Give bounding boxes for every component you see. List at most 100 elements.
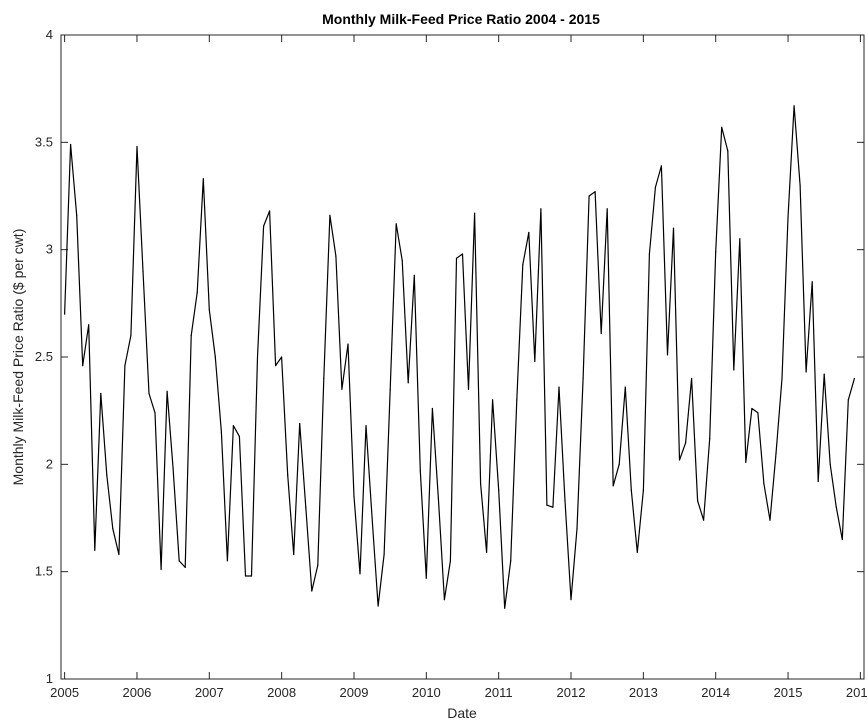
x-tick-label: 2005: [50, 685, 79, 700]
data-point: [244, 575, 247, 577]
data-point: [697, 500, 699, 502]
data-point: [395, 223, 397, 225]
data-point: [70, 143, 72, 146]
data-point: [437, 498, 439, 500]
data-point: [449, 560, 451, 562]
data-point: [425, 577, 427, 579]
y-tick-label: 2.5: [35, 349, 53, 364]
data-point: [226, 560, 228, 562]
x-tick-label: 2012: [557, 685, 586, 700]
data-point: [359, 573, 361, 575]
data-point: [606, 208, 608, 210]
data-point: [160, 568, 162, 571]
data-point: [232, 425, 234, 427]
y-tick-label: 3.5: [35, 134, 53, 149]
data-point: [805, 371, 807, 373]
data-point: [516, 399, 518, 401]
y-axis-title: Monthly Milk-Feed Price Ratio ($ per cwt…: [10, 229, 26, 486]
x-tick-label: 2007: [195, 685, 224, 700]
data-point: [341, 388, 343, 390]
data-point: [498, 489, 500, 491]
data-point: [184, 566, 186, 569]
data-point: [293, 553, 295, 556]
data-point: [817, 480, 819, 483]
data-point: [727, 150, 729, 152]
data-point: [793, 105, 795, 107]
data-point: [594, 191, 596, 193]
x-tick-label: 2006: [122, 685, 151, 700]
data-point: [534, 360, 536, 362]
data-point: [703, 519, 705, 521]
data-point: [250, 575, 253, 577]
data-point: [269, 210, 271, 212]
data-point: [564, 500, 566, 502]
data-point: [745, 461, 747, 463]
data-point: [685, 442, 687, 444]
data-point: [672, 227, 675, 229]
series-line: [64, 105, 855, 609]
data-point: [775, 453, 777, 455]
data-point: [486, 551, 488, 553]
x-axis-title: Date: [447, 705, 477, 721]
data-point: [275, 365, 277, 367]
data-point: [172, 468, 174, 470]
data-point: [335, 255, 337, 257]
data-point: [467, 388, 470, 390]
data-point: [142, 270, 144, 272]
data-point: [299, 422, 301, 425]
data-point: [94, 549, 96, 551]
data-point: [576, 528, 578, 530]
data-point: [811, 281, 813, 283]
data-point: [769, 519, 771, 521]
data-point: [648, 253, 651, 255]
data-point: [317, 564, 319, 566]
data-point: [431, 407, 433, 410]
data-point: [546, 504, 548, 506]
data-point: [371, 517, 373, 519]
data-point: [347, 343, 349, 345]
data-point: [678, 459, 681, 461]
data-point: [401, 259, 403, 261]
y-tick-label: 3: [46, 242, 53, 257]
data-point: [582, 377, 584, 380]
data-points: [64, 105, 856, 609]
x-tick-label: 2013: [629, 685, 658, 700]
x-tick-label: 2010: [412, 685, 441, 700]
data-point: [691, 377, 693, 380]
data-point: [443, 599, 445, 601]
data-point: [287, 474, 289, 476]
data-point: [630, 489, 632, 491]
data-point: [76, 214, 78, 216]
axis-ticks: [61, 34, 864, 680]
data-point: [799, 184, 801, 186]
data-point: [823, 373, 825, 375]
y-tick-label: 2: [46, 456, 53, 471]
data-point: [136, 146, 138, 148]
data-point: [112, 528, 114, 530]
x-tick-label: 2014: [701, 685, 730, 700]
data-point: [413, 274, 415, 276]
data-point: [570, 599, 572, 601]
data-point: [853, 377, 856, 380]
data-point: [751, 407, 753, 410]
y-tick-label: 4: [46, 27, 53, 42]
data-point: [528, 231, 530, 234]
data-point: [214, 356, 216, 358]
data-point: [130, 334, 132, 337]
data-point: [660, 165, 663, 167]
data-point: [455, 257, 458, 259]
data-point: [757, 412, 759, 414]
x-tick-label: 2009: [340, 685, 369, 700]
data-point: [624, 386, 626, 388]
data-point: [256, 356, 259, 358]
data-point: [618, 463, 620, 465]
data-point: [715, 251, 717, 253]
data-point: [654, 186, 657, 188]
data-point: [835, 506, 837, 508]
data-point: [281, 356, 283, 358]
data-point: [787, 216, 789, 219]
data-point: [263, 225, 265, 227]
data-point: [389, 388, 391, 390]
data-point: [588, 195, 590, 197]
